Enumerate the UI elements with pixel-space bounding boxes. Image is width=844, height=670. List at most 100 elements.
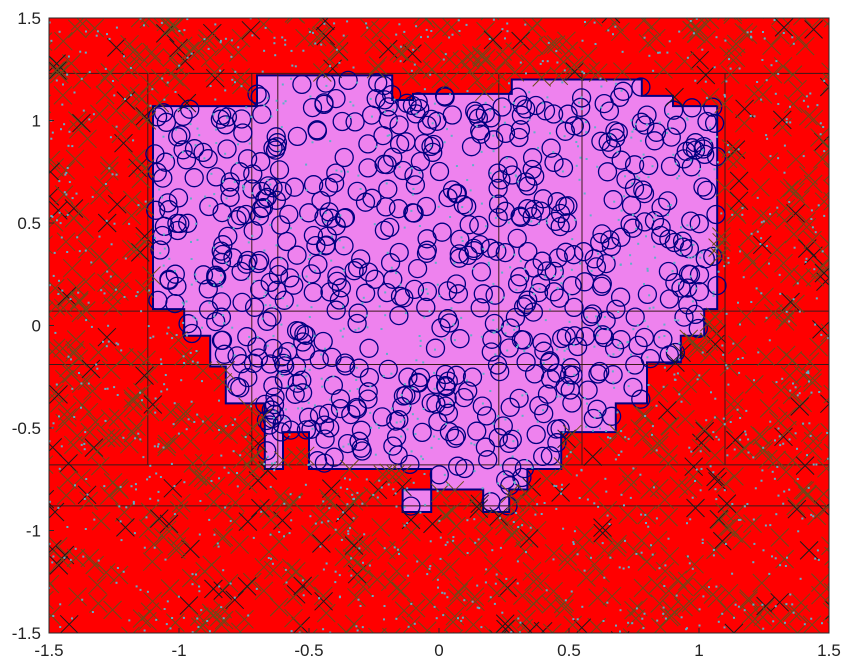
outside-point-cross	[339, 515, 359, 535]
sample-dot	[80, 406, 82, 409]
sample-dot	[340, 170, 343, 173]
inside-point-circle	[326, 300, 346, 320]
sample-dot	[366, 326, 369, 329]
sample-dot	[563, 69, 566, 72]
inside-point-circle	[287, 245, 307, 265]
outside-point-cross	[759, 152, 779, 172]
sample-dot	[433, 371, 436, 374]
sample-dot	[446, 541, 449, 544]
sample-dot	[631, 182, 634, 185]
sample-dot	[583, 569, 586, 572]
sample-dot	[160, 390, 163, 393]
sample-dot	[152, 335, 155, 338]
inside-point-circle	[507, 274, 528, 294]
sample-dot	[527, 345, 530, 348]
sample-dot	[506, 22, 509, 25]
sample-dot	[71, 387, 74, 390]
sample-dot	[654, 256, 657, 259]
sample-dot	[635, 227, 638, 230]
sample-dot	[429, 144, 432, 147]
sample-dot	[371, 115, 373, 118]
sample-dot	[765, 134, 768, 137]
sample-dot	[61, 103, 64, 106]
sample-dot	[513, 480, 516, 483]
sample-dot	[113, 222, 116, 225]
inside-point-circle	[528, 282, 549, 303]
sample-dot	[555, 507, 558, 510]
inside-point-circle	[263, 178, 283, 198]
sample-dot	[81, 598, 84, 601]
sample-dot	[177, 108, 180, 111]
sample-dot	[768, 572, 771, 575]
sample-dot	[809, 92, 812, 95]
inside-point-circle	[639, 155, 659, 176]
inside-point-circle	[613, 81, 633, 101]
sample-dot	[637, 242, 640, 245]
outside-point-cross	[55, 545, 75, 565]
sample-dot	[151, 88, 154, 91]
sample-dot	[395, 505, 398, 508]
inside-point-circle	[307, 120, 327, 140]
sample-dot	[613, 386, 616, 389]
sample-dot	[301, 579, 304, 582]
outside-point-cross	[68, 587, 87, 607]
sample-dot	[776, 465, 779, 468]
sample-dot	[106, 33, 108, 36]
inside-point-circle	[230, 206, 251, 226]
inside-point-circle	[665, 342, 686, 363]
inside-point-circle	[448, 456, 468, 476]
sample-dot	[792, 611, 795, 614]
inside-point-circle	[324, 173, 345, 193]
sample-dot	[350, 574, 353, 577]
sample-dot	[49, 440, 51, 443]
sample-dot	[528, 91, 531, 94]
sample-dot	[727, 144, 729, 147]
sample-dot	[132, 139, 135, 142]
sample-dot	[760, 237, 763, 240]
inside-point-circle	[488, 207, 508, 228]
outside-point-cross	[251, 498, 270, 518]
sample-dot	[549, 132, 551, 135]
inside-point-circle	[495, 242, 515, 263]
sample-dot	[433, 435, 435, 438]
sample-dot	[372, 493, 375, 496]
sample-dot	[585, 158, 588, 160]
sample-dot	[424, 503, 427, 506]
sample-dot	[55, 79, 58, 82]
sample-dot	[619, 263, 622, 266]
sample-dot	[342, 246, 345, 249]
sample-dot	[574, 218, 577, 221]
sample-dot	[264, 304, 267, 307]
outside-point-cross	[160, 579, 180, 598]
sample-dot	[75, 192, 78, 195]
inside-point-circle	[373, 125, 393, 146]
outside-point-cross	[452, 51, 472, 71]
sample-dot	[826, 431, 829, 434]
sample-dot	[438, 294, 441, 297]
outside-point-cross	[103, 473, 123, 492]
sample-dot	[712, 471, 715, 474]
sample-dot	[346, 20, 349, 23]
sample-dot	[618, 566, 621, 569]
sample-dot	[85, 478, 88, 480]
sample-dot	[752, 561, 755, 564]
outside-point-cross	[72, 395, 92, 415]
inside-point-circle	[307, 451, 328, 471]
sample-dot	[658, 336, 661, 339]
inside-point-circle	[341, 404, 361, 425]
inside-point-circle	[495, 123, 516, 144]
inside-point-circle	[606, 299, 626, 319]
sample-dot	[342, 305, 344, 308]
outside-point-cross	[598, 500, 618, 520]
outside-point-cross	[59, 614, 79, 633]
sample-dot	[816, 104, 819, 107]
outside-point-cross	[128, 347, 148, 367]
sample-dot	[234, 70, 237, 73]
sample-dot	[674, 319, 677, 321]
sample-dot	[549, 308, 552, 311]
inside-point-circle	[502, 429, 522, 450]
sample-dot	[220, 285, 223, 288]
inside-point-circle	[206, 268, 226, 288]
sample-dot	[65, 171, 68, 174]
inside-point-circle	[417, 240, 437, 260]
